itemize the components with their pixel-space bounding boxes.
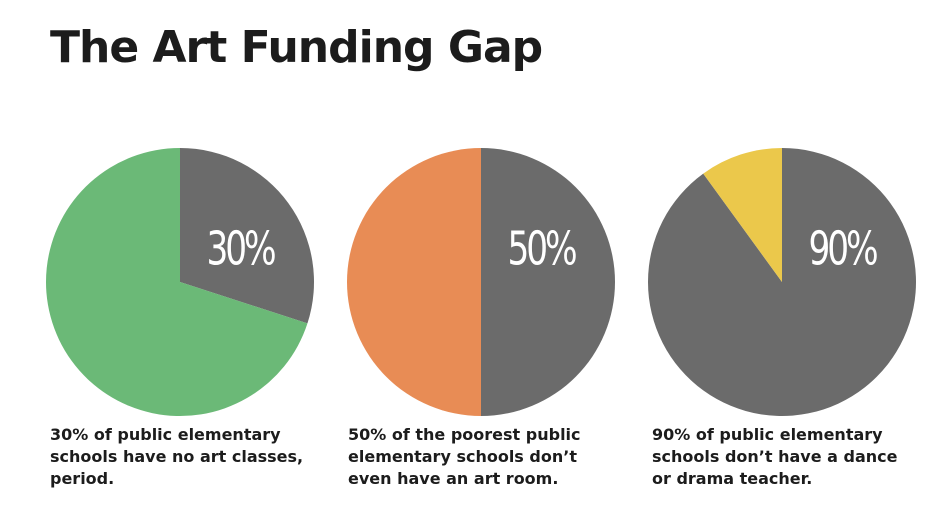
pie-1-slice-2 — [45, 148, 308, 417]
pie-1-percent-label: 30% — [207, 221, 276, 275]
pie-3-percent-label: 90% — [809, 221, 878, 275]
pie-1-slice-1 — [180, 148, 314, 324]
pie-2-slice-1 — [481, 148, 615, 416]
pie-2-slice-2 — [347, 148, 481, 416]
caption-2: 50% of the poorest public elementary sch… — [348, 425, 581, 488]
pie-chart-1: 30% — [45, 148, 314, 417]
caption-1: 30% of public elementary schools have no… — [50, 425, 304, 488]
pie-chart-3: 90% — [647, 148, 916, 416]
caption-3: 90% of public elementary schools don’t h… — [652, 425, 898, 488]
page-title: The Art Funding Gap — [50, 22, 543, 73]
pie-2-percent-label: 50% — [508, 221, 577, 275]
pie-chart-2: 50% — [347, 148, 615, 416]
pie-3-slice-2 — [703, 148, 782, 282]
